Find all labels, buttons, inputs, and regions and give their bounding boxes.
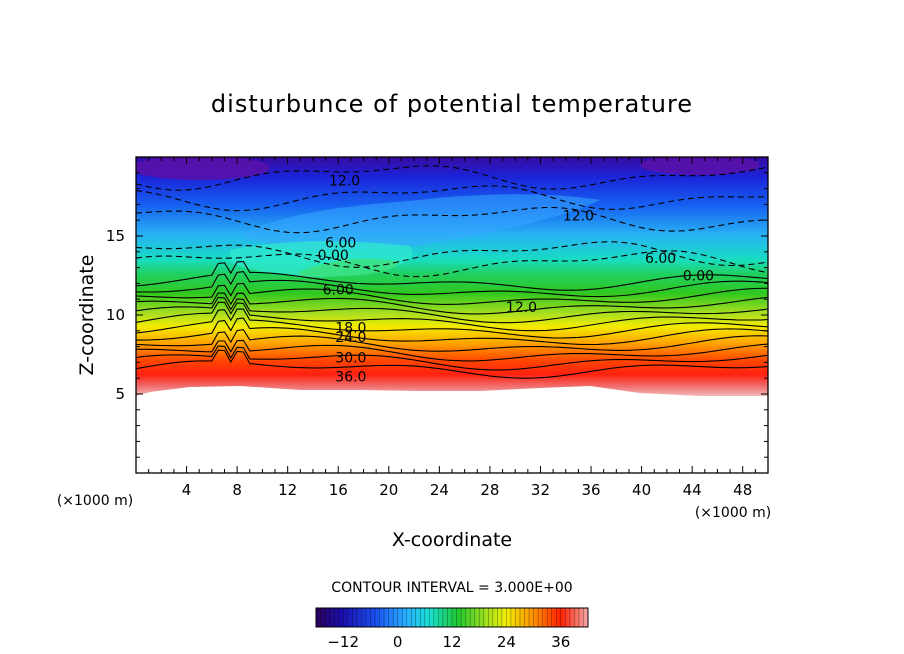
x-tick-label: 40 xyxy=(632,481,651,499)
chart-title: disturbunce of potential temperature xyxy=(211,90,693,118)
contour-label: 0.00 xyxy=(318,248,349,264)
colorbar-tick-label: −12 xyxy=(327,633,359,651)
x-tick-label: 36 xyxy=(581,481,600,499)
colorbar-tick-label: 12 xyxy=(442,633,461,651)
x-tick-label: 4 xyxy=(182,481,192,499)
colorbar-ticks: −12 0 12 24 36 xyxy=(315,608,589,651)
x-right-unit: (×1000 m) xyxy=(695,505,771,521)
x-tick-label: 48 xyxy=(733,481,752,499)
x-tick-label: 12 xyxy=(278,481,297,499)
colorbar-tick-label: 24 xyxy=(497,633,516,651)
mixing-region xyxy=(240,194,600,250)
cold-anomaly-right xyxy=(640,157,760,175)
cold-anomaly-left xyxy=(136,157,270,180)
y-axis-label: Z-coordinate xyxy=(76,255,98,376)
contour-label: 12.0 xyxy=(563,208,594,224)
contour-label: 18.0 xyxy=(335,321,366,337)
contour-line xyxy=(136,349,768,379)
x-tick-label: 28 xyxy=(480,481,499,499)
contour-label: 30.0 xyxy=(335,351,366,367)
contour-label: 6.00 xyxy=(645,251,676,267)
contour-label: 36.0 xyxy=(335,370,366,386)
contour-line-negative xyxy=(136,165,768,191)
contour-line xyxy=(136,271,768,298)
contour-line xyxy=(136,329,768,352)
contour-label: 6.00 xyxy=(323,283,354,299)
y-tick-label: 10 xyxy=(106,306,125,324)
x-tick-label: 44 xyxy=(683,481,702,499)
plot-field xyxy=(136,157,768,473)
y-axis: 5 10 15 xyxy=(106,172,768,458)
x-axis-label: X-coordinate xyxy=(392,529,512,551)
contour-line-negative xyxy=(136,241,768,268)
colorbar-tick-label: 0 xyxy=(393,633,403,651)
warm-core xyxy=(300,258,400,277)
contour-line xyxy=(136,261,768,291)
contour-line-negative xyxy=(136,206,768,234)
contour-label: 12.0 xyxy=(506,300,537,316)
y-tick-label: 5 xyxy=(115,385,125,403)
contour-label: 24.0 xyxy=(335,330,366,346)
contour-interval: CONTOUR INTERVAL = 3.000E+00 xyxy=(331,580,572,596)
contour-label: 12.0 xyxy=(329,174,360,190)
x-tick-label: 20 xyxy=(379,481,398,499)
contour-label: 6.00 xyxy=(325,235,356,251)
contour-line xyxy=(136,317,768,346)
x-axis: 4 8 12 16 20 24 28 32 36 40 44 48 xyxy=(148,157,756,499)
contour-line xyxy=(136,301,768,332)
x-tick-label: 8 xyxy=(232,481,242,499)
colorbar-tick-label: 36 xyxy=(551,633,570,651)
contour-lines xyxy=(136,165,768,379)
x-left-unit: (×1000 m) xyxy=(57,493,133,509)
contour-line xyxy=(136,296,768,324)
contour-line-negative xyxy=(136,185,768,212)
y-tick-label: 15 xyxy=(106,227,125,245)
contour-line xyxy=(136,339,768,362)
contour-label: 0.00 xyxy=(683,269,714,285)
contour-line xyxy=(136,282,768,305)
contour-line xyxy=(136,345,768,371)
x-tick-label: 16 xyxy=(329,481,348,499)
contour-labels: 12.012.06.000.00 6.000.006.0012.018.024.0… xyxy=(318,174,714,386)
contour-line xyxy=(136,308,768,339)
x-tick-label: 32 xyxy=(531,481,550,499)
x-tick-label: 24 xyxy=(430,481,449,499)
contour-line xyxy=(136,292,768,315)
